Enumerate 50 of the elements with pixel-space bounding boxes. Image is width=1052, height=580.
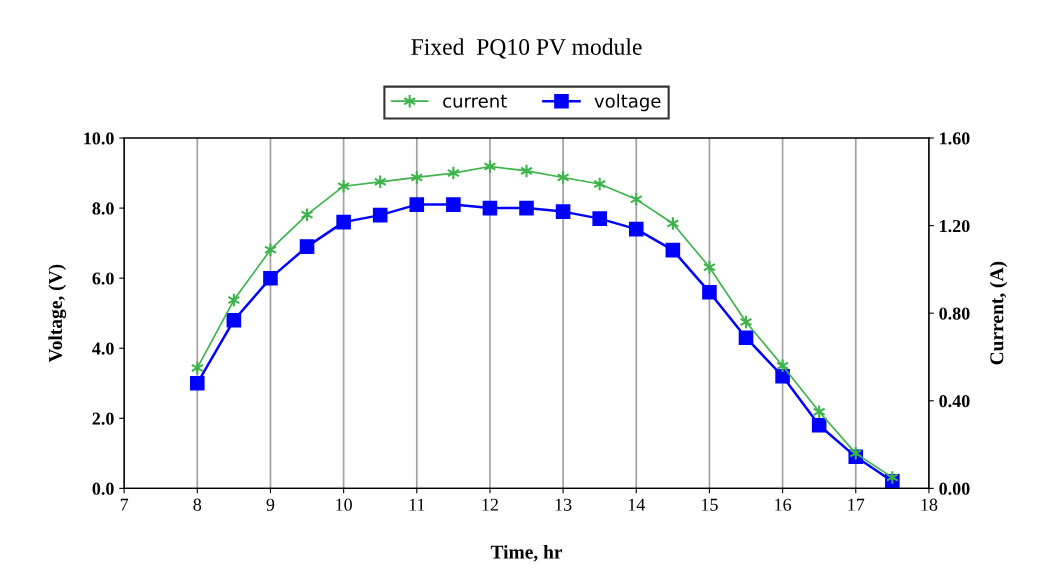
point	[226, 312, 242, 328]
x-tick-label: 15	[701, 498, 718, 511]
point	[555, 204, 571, 219]
y-tick-label: 8.0	[92, 202, 114, 215]
y-tick-label: 2.0	[92, 412, 114, 425]
y2-tick-label: 1.20	[940, 219, 970, 233]
point	[264, 242, 277, 257]
x-tick-label: 10	[336, 498, 352, 511]
point	[263, 270, 278, 286]
point	[811, 418, 827, 433]
y-tick-label: 10.0	[84, 132, 114, 145]
legend-label: current	[443, 94, 507, 108]
x-axis-title: Time, hr	[490, 545, 563, 562]
x-tick-label: 9	[266, 498, 275, 511]
point	[299, 239, 315, 254]
y2-tick-label: 0.80	[939, 307, 970, 320]
point	[409, 197, 425, 212]
y2-tick-label: 0.40	[939, 395, 970, 408]
point	[519, 200, 534, 216]
x-tick-label: 16	[775, 498, 792, 511]
y-tick-label: 0.0	[92, 482, 114, 495]
y-tick-label: 4.0	[92, 342, 114, 355]
point	[336, 214, 351, 230]
y2-tick-label: 0.00	[939, 482, 970, 495]
point	[738, 330, 754, 346]
x-tick-label: 13	[555, 498, 572, 511]
y2-tick-label: 1.60	[940, 132, 970, 145]
x-tick-label: 11	[409, 498, 425, 511]
x-tick-label: 7	[120, 498, 129, 511]
point	[628, 221, 644, 237]
y2-axis-title: Current, (A)	[989, 261, 1008, 365]
point	[446, 197, 461, 212]
point	[776, 358, 790, 374]
x-tick-label: 8	[193, 498, 202, 511]
point	[775, 368, 790, 384]
legend-label: voltage	[594, 93, 661, 112]
x-tick-label: 12	[482, 498, 498, 511]
y-axis-title: Voltage, (V)	[48, 264, 67, 363]
x-tick-label: 14	[628, 498, 646, 511]
point	[592, 211, 607, 226]
y-tick-label: 6.0	[92, 272, 114, 285]
point	[372, 207, 388, 223]
x-tick-label: 17	[848, 498, 865, 511]
chart-title: Fixed PQ10 PV module	[411, 38, 642, 59]
point	[190, 375, 205, 391]
point	[520, 163, 533, 179]
point	[702, 284, 717, 300]
point	[482, 200, 498, 216]
x-tick-label: 18	[921, 498, 938, 511]
point	[665, 242, 681, 258]
